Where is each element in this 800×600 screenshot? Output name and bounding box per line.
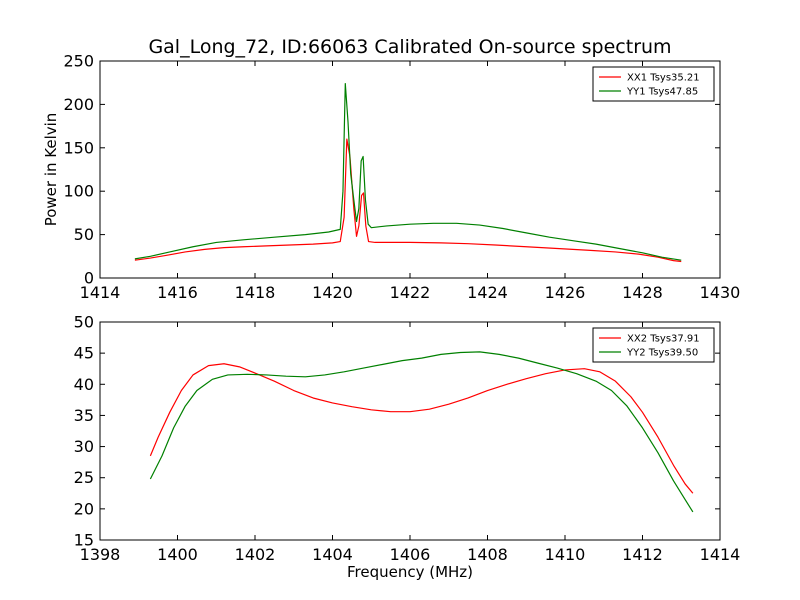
x-axis-label: Frequency (MHz): [347, 563, 473, 581]
x-tick-label: 1420: [312, 283, 353, 302]
y-tick-label: 30: [74, 437, 94, 456]
x-tick-label: 1414: [80, 283, 121, 302]
y-tick-label: 45: [74, 344, 94, 363]
y-tick-label: 250: [63, 52, 94, 71]
y-tick-label: 200: [63, 95, 94, 114]
legend-label: YY2 Tsys39.50: [626, 348, 698, 359]
y-tick-label: 50: [74, 225, 94, 244]
x-tick-label: 1402: [235, 545, 276, 564]
legend-box: [592, 66, 715, 102]
y-tick-label: 35: [74, 406, 94, 425]
legend-label: XX1 Tsys35.21: [627, 73, 700, 84]
x-tick-label: 1404: [312, 545, 353, 564]
x-tick-label: 1406: [390, 545, 431, 564]
figure-title: Gal_Long_72, ID:66063 Calibrated On-sour…: [148, 36, 671, 58]
y-tick-label: 50: [74, 313, 94, 332]
y-tick-label: 100: [63, 182, 94, 201]
series-line-2-1: [149, 363, 694, 494]
y-tick-label: 20: [74, 499, 94, 518]
legend-box: [592, 327, 715, 363]
y-tick-label: 15: [74, 531, 94, 550]
legend: XX2 Tsys37.91 YY2 Tsys39.50: [592, 327, 715, 363]
x-tick-label: 1408: [467, 545, 508, 564]
y-axis-label: Power in Kelvin: [42, 113, 60, 227]
bottom-plot: 1398 1400 1402 1404 1406 1408 1410 1412 1414 15 20…: [74, 313, 741, 582]
x-tick-label: 1418: [235, 283, 276, 302]
x-tick-label: 1424: [467, 283, 508, 302]
y-tick-label: 25: [74, 468, 94, 487]
series-line-2-2: [149, 351, 694, 513]
x-tick-label: 1400: [157, 545, 198, 564]
series-line-1-1: [134, 138, 682, 263]
legend-label: YY1 Tsys47.85: [626, 87, 698, 98]
y-tick-label: 40: [74, 375, 94, 394]
x-tick-label: 1416: [157, 283, 198, 302]
series-line-1-2: [134, 82, 682, 261]
x-tick-label: 1414: [700, 545, 741, 564]
y-tick-label: 150: [63, 138, 94, 157]
x-tick-label: 1412: [622, 545, 663, 564]
x-tick-label: 1426: [545, 283, 586, 302]
y-tick-label: 0: [84, 269, 94, 288]
x-tick-label: 1430: [700, 283, 741, 302]
x-tick-label: 1410: [545, 545, 586, 564]
x-tick-label: 1422: [390, 283, 431, 302]
legend: XX1 Tsys35.21 YY1 Tsys47.85: [592, 66, 715, 102]
x-tick-label: 1428: [622, 283, 663, 302]
legend-label: XX2 Tsys37.91: [627, 334, 700, 345]
top-plot: 1414 1416 1418 1420 1422 1424 1426 1428 1430 0 50 1…: [42, 52, 740, 303]
x-tick-label: 1398: [80, 545, 121, 564]
